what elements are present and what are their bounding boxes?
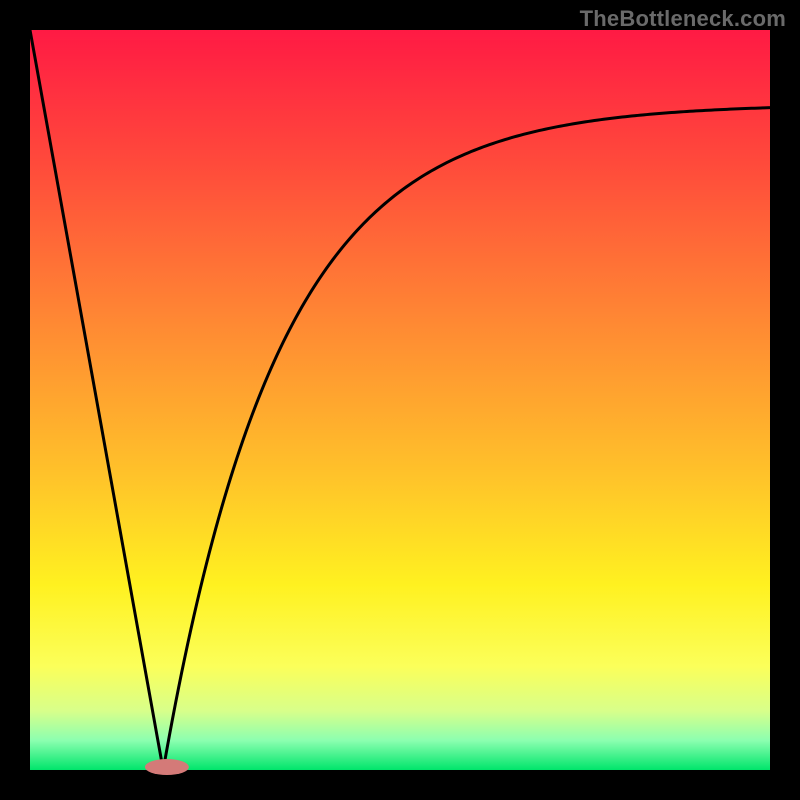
bottleneck-chart: TheBottleneck.com (0, 0, 800, 800)
optimal-point-marker (145, 759, 189, 775)
plot-area (30, 30, 770, 770)
chart-svg (0, 0, 800, 800)
watermark-text: TheBottleneck.com (580, 6, 786, 32)
